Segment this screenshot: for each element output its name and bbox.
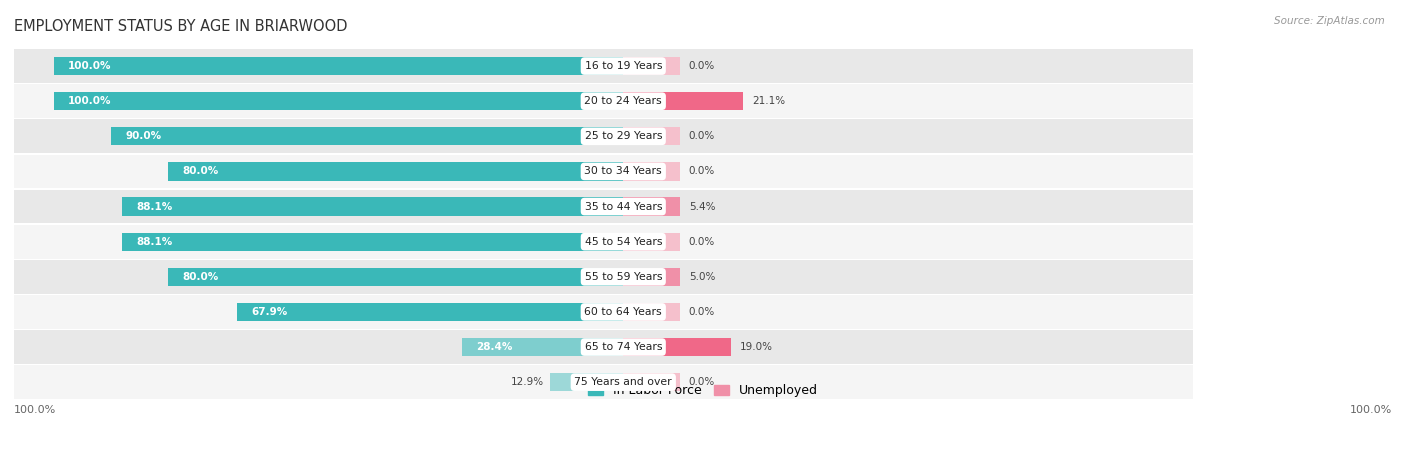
Text: 88.1%: 88.1%	[136, 202, 172, 211]
Text: Source: ZipAtlas.com: Source: ZipAtlas.com	[1274, 16, 1385, 26]
Text: 90.0%: 90.0%	[125, 131, 162, 141]
Legend: In Labor Force, Unemployed: In Labor Force, Unemployed	[583, 379, 823, 402]
Text: 35 to 44 Years: 35 to 44 Years	[585, 202, 662, 211]
Text: 75 Years and over: 75 Years and over	[575, 377, 672, 387]
Text: 80.0%: 80.0%	[181, 272, 218, 282]
Text: 20 to 24 Years: 20 to 24 Years	[585, 96, 662, 106]
Bar	[623, 127, 681, 145]
Text: 28.4%: 28.4%	[475, 342, 512, 352]
Text: 0.0%: 0.0%	[689, 61, 716, 71]
Text: 45 to 54 Years: 45 to 54 Years	[585, 237, 662, 247]
Bar	[623, 162, 681, 180]
Text: 65 to 74 Years: 65 to 74 Years	[585, 342, 662, 352]
Text: EMPLOYMENT STATUS BY AGE IN BRIARWOOD: EMPLOYMENT STATUS BY AGE IN BRIARWOOD	[14, 19, 347, 34]
Text: 16 to 19 Years: 16 to 19 Years	[585, 61, 662, 71]
Bar	[111, 127, 623, 145]
Text: 0.0%: 0.0%	[689, 377, 716, 387]
Bar	[0, 155, 1192, 188]
Text: 80.0%: 80.0%	[181, 166, 218, 176]
Bar	[623, 303, 681, 321]
Bar	[623, 338, 731, 356]
Bar	[122, 198, 623, 216]
Bar	[623, 373, 681, 392]
Text: 88.1%: 88.1%	[136, 237, 172, 247]
Bar	[236, 303, 623, 321]
Bar	[0, 295, 1192, 329]
Text: 55 to 59 Years: 55 to 59 Years	[585, 272, 662, 282]
Bar	[53, 57, 623, 75]
Bar	[623, 233, 681, 251]
Text: 100.0%: 100.0%	[1350, 405, 1392, 415]
Text: 30 to 34 Years: 30 to 34 Years	[585, 166, 662, 176]
Text: 100.0%: 100.0%	[14, 405, 56, 415]
Text: 5.4%: 5.4%	[689, 202, 716, 211]
Text: 0.0%: 0.0%	[689, 237, 716, 247]
Text: 100.0%: 100.0%	[67, 96, 111, 106]
Text: 60 to 64 Years: 60 to 64 Years	[585, 307, 662, 317]
Text: 67.9%: 67.9%	[250, 307, 287, 317]
Bar	[0, 225, 1192, 259]
Bar	[0, 330, 1192, 364]
Bar	[122, 233, 623, 251]
Text: 19.0%: 19.0%	[740, 342, 773, 352]
Text: 25 to 29 Years: 25 to 29 Years	[585, 131, 662, 141]
Text: 0.0%: 0.0%	[689, 166, 716, 176]
Bar	[461, 338, 623, 356]
Bar	[0, 84, 1192, 118]
Bar	[623, 57, 681, 75]
Text: 12.9%: 12.9%	[510, 377, 544, 387]
Bar	[550, 373, 623, 392]
Bar	[53, 92, 623, 110]
Bar	[623, 92, 744, 110]
Bar	[167, 162, 623, 180]
Bar	[167, 268, 623, 286]
Text: 0.0%: 0.0%	[689, 307, 716, 317]
Text: 5.0%: 5.0%	[689, 272, 716, 282]
Text: 21.1%: 21.1%	[752, 96, 785, 106]
Text: 0.0%: 0.0%	[689, 131, 716, 141]
Bar	[0, 190, 1192, 223]
Bar	[0, 119, 1192, 153]
Bar	[623, 198, 681, 216]
Bar	[0, 49, 1192, 83]
Bar	[623, 268, 681, 286]
Bar	[0, 365, 1192, 399]
Text: 100.0%: 100.0%	[67, 61, 111, 71]
Bar	[0, 260, 1192, 294]
